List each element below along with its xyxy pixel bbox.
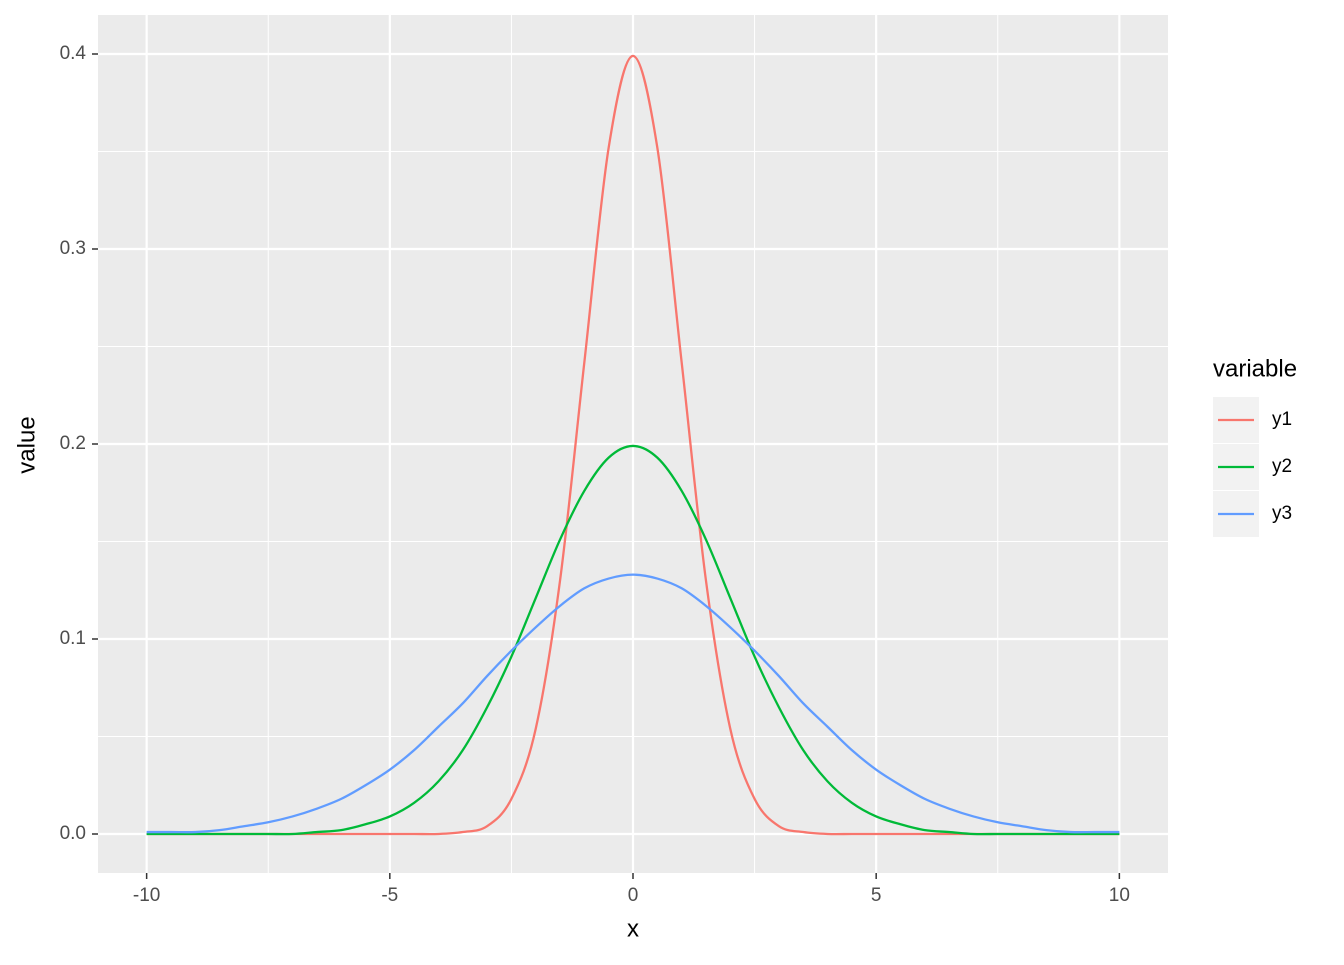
- y-axis-title: value: [13, 416, 40, 473]
- line: [146, 54, 1120, 836]
- x-tick-label: 10: [1109, 885, 1130, 906]
- y-tick-label: 0.4: [60, 43, 87, 64]
- x-tick-label: 0: [628, 885, 639, 906]
- y-tick-label: 0.3: [60, 238, 86, 259]
- legend-label: y1: [1272, 409, 1292, 430]
- legend-title: variable: [1213, 355, 1297, 382]
- line: [146, 573, 1120, 834]
- y-tick-label: 0.2: [60, 433, 86, 454]
- x-axis-title: x: [627, 915, 639, 942]
- legend-label: y3: [1272, 503, 1292, 524]
- y-tick-label: 0.1: [60, 628, 86, 649]
- legend-label: y2: [1272, 456, 1292, 477]
- x-tick-label: 5: [871, 885, 882, 906]
- line: [146, 444, 1120, 836]
- x-tick-label: -10: [133, 885, 160, 906]
- y-tick-label: 0.0: [60, 823, 86, 844]
- x-tick-label: -5: [381, 885, 398, 906]
